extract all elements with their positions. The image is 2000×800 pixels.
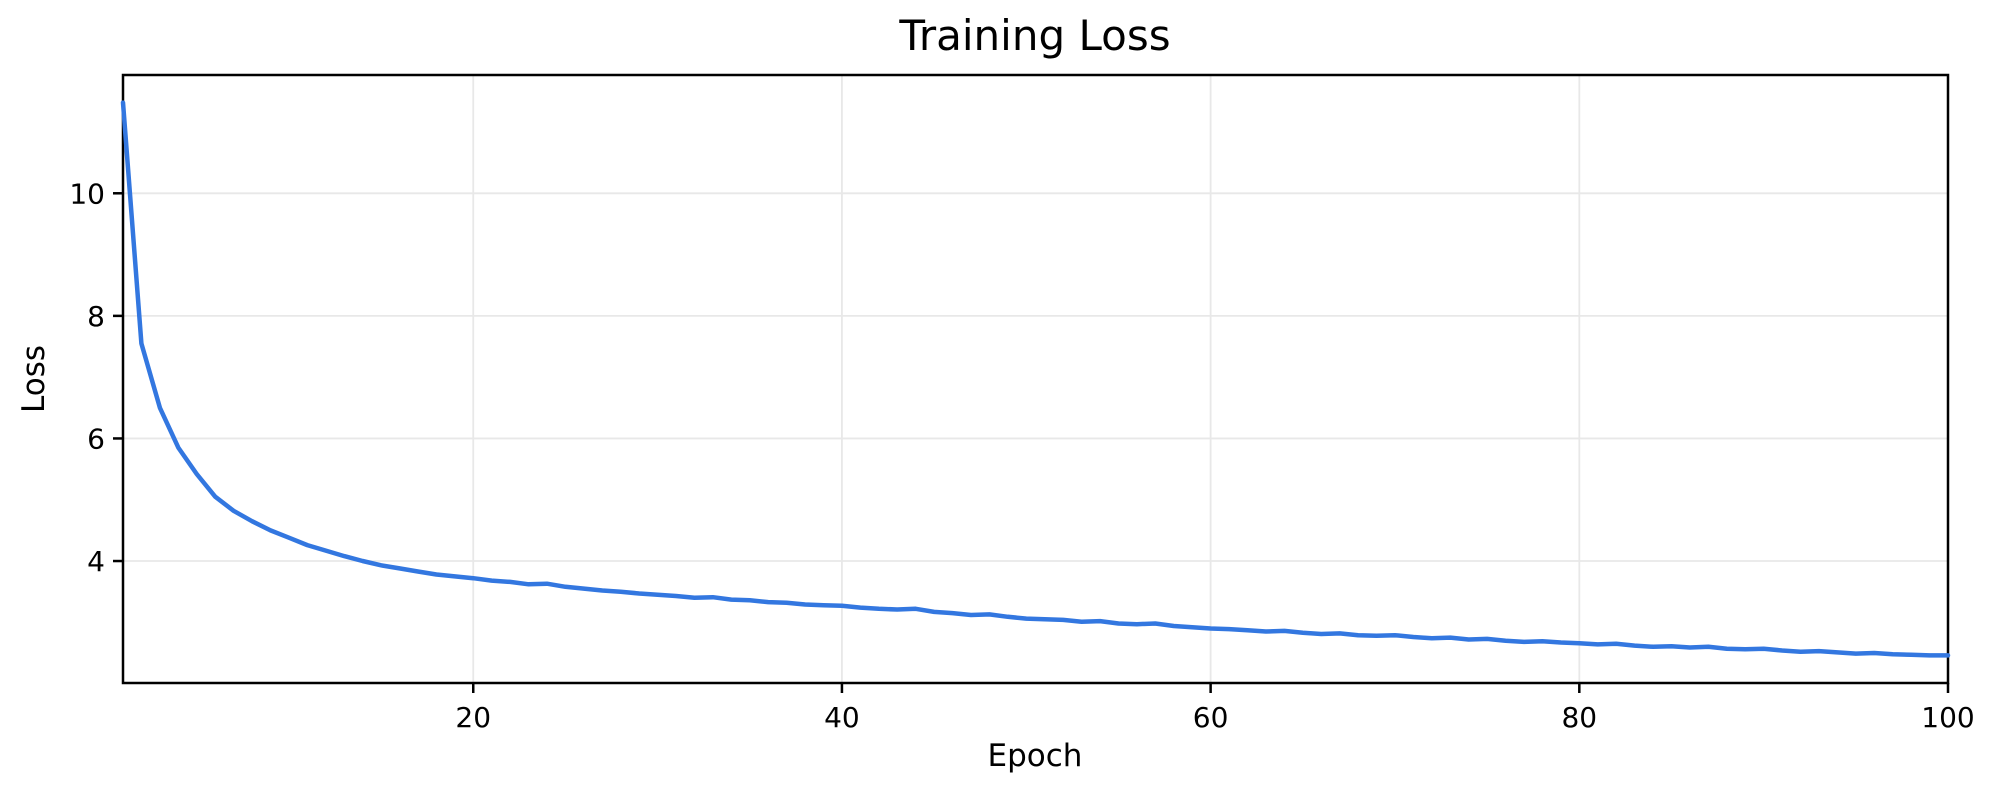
chart-title: Training Loss [898,11,1170,60]
axis-ticks: 20 40 60 80 100 4 6 8 10 [69,177,1974,734]
x-tick-label: 80 [1561,701,1597,734]
gridlines [123,75,1949,683]
y-tick-label: 10 [69,177,105,210]
y-axis-label: Loss [16,345,52,413]
series-lines [120,100,1951,658]
x-tick-label: 20 [455,701,491,734]
x-tick-label: 40 [824,701,860,734]
y-tick-label: 8 [87,300,105,333]
loss-curve [120,100,1951,658]
x-axis-label: Epoch [988,738,1083,774]
x-tick-label: 100 [1921,701,1974,734]
plot-spines [121,73,1950,685]
y-tick-label: 6 [87,422,105,455]
y-tick-label: 4 [87,545,105,578]
x-tick-label: 60 [1193,701,1229,734]
plot-border [121,73,1950,685]
